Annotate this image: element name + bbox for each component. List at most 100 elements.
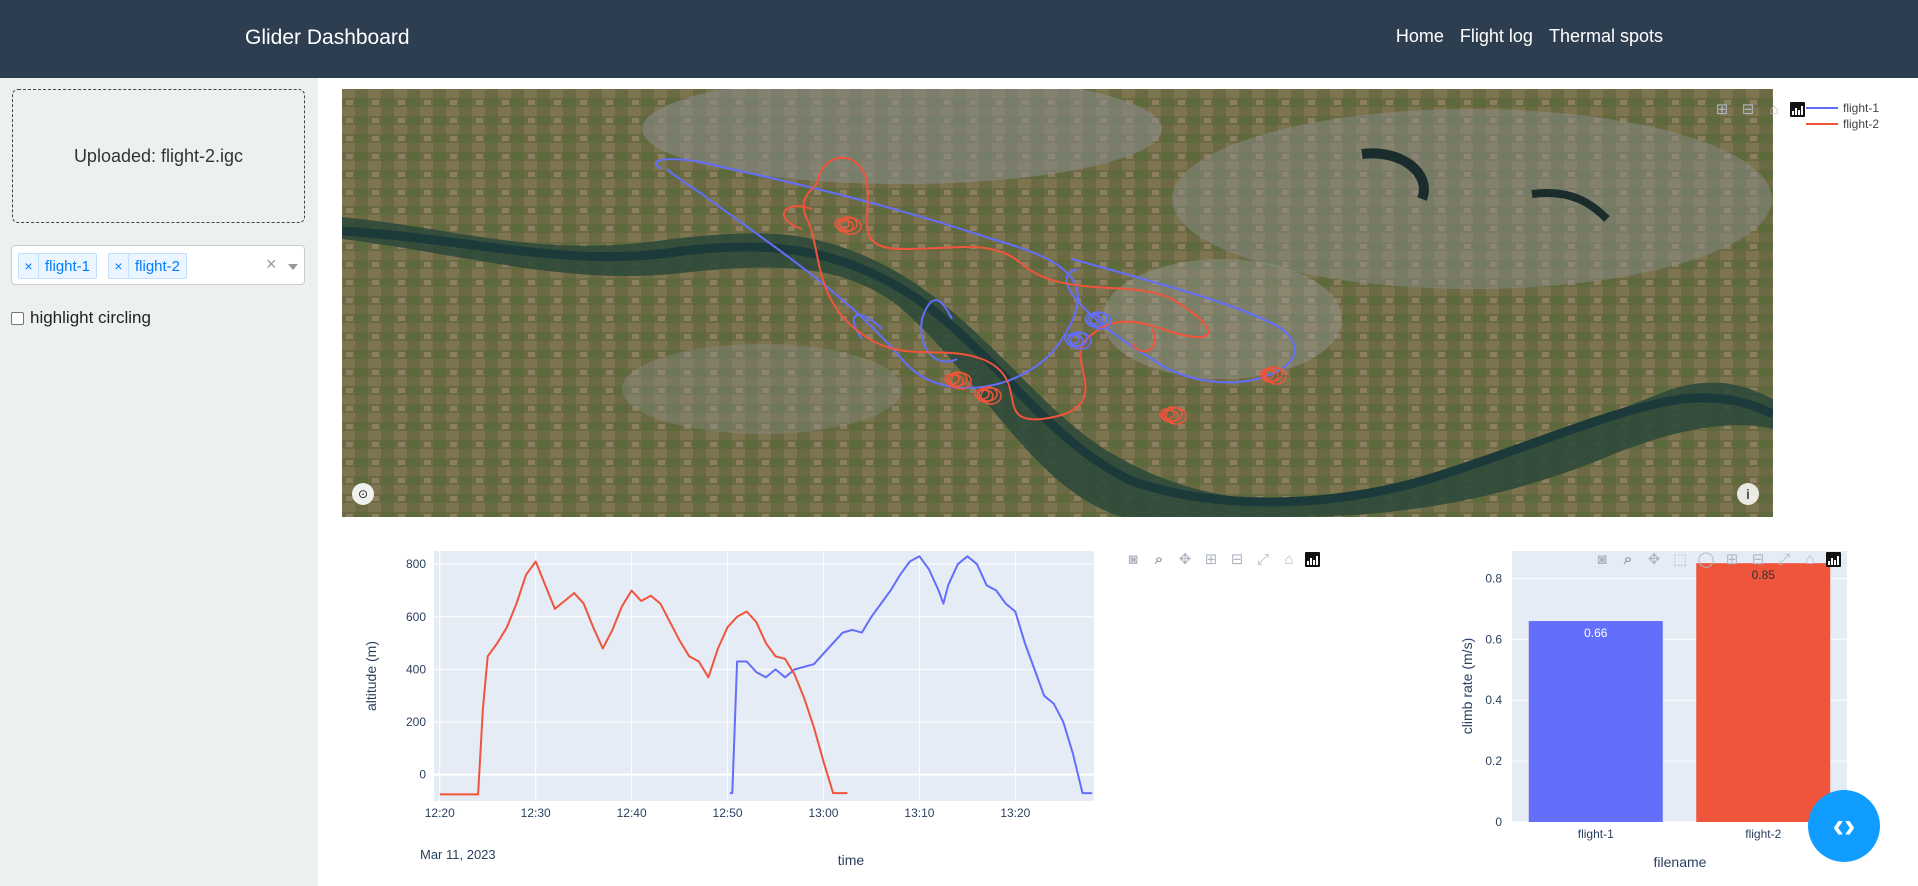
x-axis-title: time xyxy=(838,852,865,868)
pan-icon[interactable]: ✥ xyxy=(1178,551,1192,568)
circling-loop xyxy=(1090,312,1112,330)
legend-item[interactable]: flight-2 xyxy=(1806,116,1879,132)
plotly-logo-icon[interactable] xyxy=(1826,551,1841,567)
bar-flight-2[interactable] xyxy=(1696,563,1831,822)
selected-flight-tag: × flight-2 xyxy=(108,253,188,279)
circling-loop xyxy=(980,387,1002,405)
circling-loop xyxy=(1068,331,1088,347)
x-tick-label: 12:30 xyxy=(521,806,551,820)
info-icon[interactable]: i xyxy=(1737,483,1759,505)
nav-link-thermal-spots[interactable]: Thermal spots xyxy=(1548,26,1663,46)
camera-icon[interactable]: ◙ xyxy=(1128,550,1138,568)
compass-icon[interactable]: ⊙ xyxy=(352,483,374,505)
circling-loop xyxy=(838,216,858,232)
autoscale-icon[interactable]: ⤢ xyxy=(1777,550,1790,568)
legend-label: flight-1 xyxy=(1843,101,1880,115)
legend-line xyxy=(1806,107,1838,109)
circling-loop xyxy=(978,386,998,402)
plotly-logo-icon[interactable] xyxy=(1305,551,1320,567)
river xyxy=(342,226,1773,507)
zoom-in-icon[interactable]: ⊞ xyxy=(1715,101,1729,118)
zoom-icon[interactable]: ⌕ xyxy=(1623,550,1633,568)
x-tick-label: 12:50 xyxy=(713,806,743,820)
y-axis-title: altitude (m) xyxy=(363,641,379,711)
sidebar: Uploaded: flight-2.igc × flight-1 × flig… xyxy=(0,78,318,886)
flight-tracks xyxy=(654,156,1296,425)
y-tick-label: 0.6 xyxy=(1485,632,1502,646)
altitude-chart[interactable]: 800 600 400 200 0 12:20 12:30 12:40 12:50 13:00 1… xyxy=(342,545,1292,875)
brand-title[interactable]: Glider Dashboard xyxy=(245,26,410,49)
circling-loop xyxy=(950,372,972,390)
bar-value-label: 0.66 xyxy=(1584,626,1608,640)
zoom-out-icon[interactable]: ⊟ xyxy=(1751,551,1765,568)
urban-area xyxy=(1172,109,1772,289)
y-tick-label: 0.2 xyxy=(1485,754,1502,768)
dropdown-caret-icon[interactable] xyxy=(288,264,298,270)
remove-tag-icon[interactable]: × xyxy=(19,254,39,278)
y-tick-label: 0 xyxy=(419,768,426,782)
satellite-map-layer xyxy=(342,89,1773,517)
x-tick-label: flight-1 xyxy=(1578,827,1614,841)
lasso-icon[interactable]: ◯ xyxy=(1697,551,1715,568)
tag-label: flight-1 xyxy=(45,257,91,275)
y-tick-label: 600 xyxy=(406,610,426,624)
altitude-modebar: ◙ ⌕ ✥ ⊞ ⊟ ⤢ ⌂ xyxy=(1123,549,1320,569)
autoscale-icon[interactable]: ⤢ xyxy=(1256,550,1269,568)
nav-links: Home Flight log Thermal spots xyxy=(1396,26,1663,47)
legend-item[interactable]: flight-1 xyxy=(1806,100,1879,116)
zoom-out-icon[interactable]: ⊟ xyxy=(1741,101,1755,118)
highlight-circling-checkbox[interactable] xyxy=(11,311,24,325)
circling-loop xyxy=(840,217,862,235)
map-legend: flight-1 flight-2 xyxy=(1806,100,1879,132)
clear-selection-icon[interactable]: × xyxy=(266,254,277,274)
x-tick-label: 12:20 xyxy=(425,806,455,820)
circling-loop xyxy=(1088,311,1108,327)
x-axis-title: filename xyxy=(1654,854,1707,870)
circling-loop xyxy=(1263,366,1283,382)
x-tick-label: 13:00 xyxy=(808,806,838,820)
bar-value-label: 0.85 xyxy=(1752,568,1776,582)
flight-multiselect[interactable]: × flight-1 × flight-2 × xyxy=(11,245,305,285)
remove-tag-icon[interactable]: × xyxy=(109,254,129,278)
circling-loop xyxy=(1163,406,1183,422)
urban-area xyxy=(642,89,1162,184)
zoom-in-icon[interactable]: ⊞ xyxy=(1204,551,1218,568)
select-box-icon[interactable]: ⬚ xyxy=(1672,551,1688,568)
circling-loop xyxy=(1265,367,1287,385)
pond xyxy=(1361,148,1429,201)
climb-modebar: ◙ ⌕ ✥ ⬚ ◯ ⊞ ⊟ ⤢ ⌂ xyxy=(1592,549,1841,569)
upload-status-text: Uploaded: flight-2.igc xyxy=(73,145,244,166)
plotly-logo-icon[interactable] xyxy=(1790,101,1805,117)
upload-dropzone[interactable]: Uploaded: flight-2.igc xyxy=(12,89,305,223)
series-line-flight-1[interactable] xyxy=(729,555,1093,795)
camera-icon[interactable]: ◙ xyxy=(1597,550,1607,568)
y-tick-label: 800 xyxy=(406,557,426,571)
series-line-flight-2[interactable] xyxy=(439,560,848,796)
home-icon[interactable]: ⌂ xyxy=(1284,550,1294,568)
urban-area xyxy=(1102,259,1342,379)
y-tick-label: 0 xyxy=(1495,815,1502,829)
x-tick-label: 13:20 xyxy=(1000,806,1030,820)
bar-flight-1[interactable] xyxy=(1528,621,1663,822)
y-axis-title: climb rate (m/s) xyxy=(1459,638,1475,734)
zoom-icon[interactable]: ⌕ xyxy=(1154,550,1164,568)
x-tick-label: 12:40 xyxy=(617,806,647,820)
code-toggle-button[interactable]: ‹› xyxy=(1808,790,1880,862)
highlight-circling-label: highlight circling xyxy=(30,308,151,327)
circling-loop xyxy=(948,371,968,387)
zoom-out-icon[interactable]: ⊟ xyxy=(1230,551,1244,568)
selected-flight-tag: × flight-1 xyxy=(18,253,98,279)
nav-link-flight-log[interactable]: Flight log xyxy=(1459,26,1533,46)
y-tick-label: 400 xyxy=(406,662,426,676)
zoom-in-icon[interactable]: ⊞ xyxy=(1725,551,1739,568)
nav-link-home[interactable]: Home xyxy=(1395,26,1444,46)
flight-map[interactable] xyxy=(342,89,1773,517)
highlight-circling-option[interactable]: highlight circling xyxy=(11,308,151,328)
pan-icon[interactable]: ✥ xyxy=(1647,551,1661,568)
climb-rate-chart[interactable]: 0.660.85 00.20.40.60.8 flight-1 flight-2 … xyxy=(1420,545,1900,875)
map-modebar: ⊞ ⊟ ⌂ xyxy=(1712,99,1805,119)
home-icon[interactable]: ⌂ xyxy=(1769,100,1779,118)
y-tick-label: 200 xyxy=(406,715,426,729)
circling-loop xyxy=(1165,407,1187,425)
home-icon[interactable]: ⌂ xyxy=(1805,550,1815,568)
